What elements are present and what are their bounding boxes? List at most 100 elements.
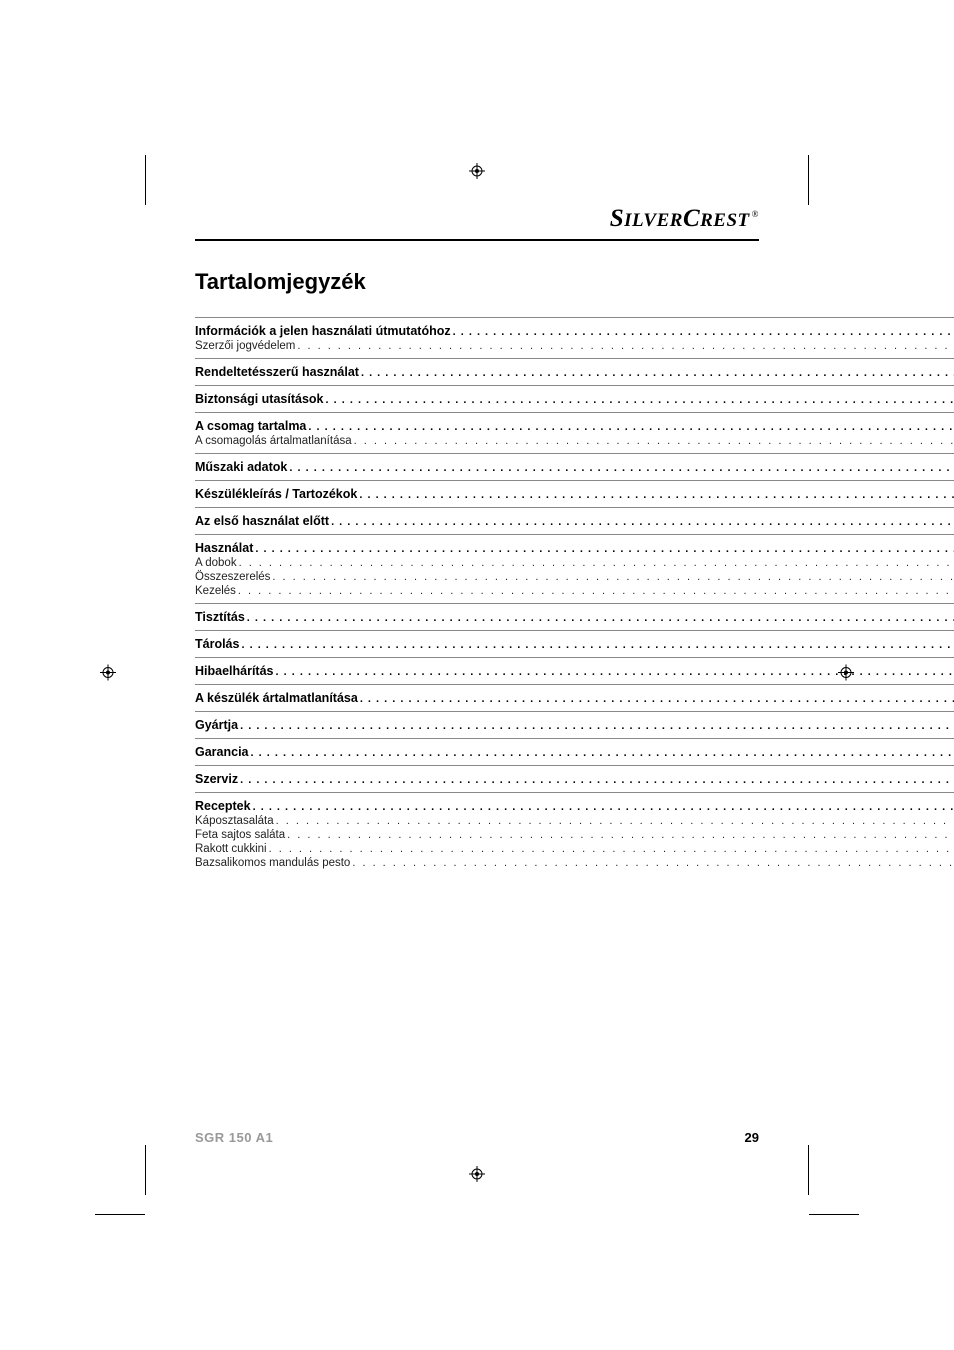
toc-leader [245,612,954,624]
toc-group: Biztonsági utasítások31 [195,385,954,406]
toc-group: Szerviz40 [195,765,954,786]
model-number: SGR 150 A1 [195,1130,273,1145]
toc-label: A csomagolás ártalmatlanítása [195,435,352,447]
toc-leader [287,462,954,474]
toc-entry-level1: Receptek40 [195,792,954,813]
toc-leader [253,543,954,555]
toc-leader [249,747,954,759]
toc-label: Műszaki adatok [195,460,287,474]
toc-group: Tisztítás37 [195,603,954,624]
page-footer: SGR 150 A1 29 [195,1130,759,1145]
toc-entry-level1: Szerviz40 [195,765,954,786]
toc-group: Gyártja39 [195,711,954,732]
toc-leader [350,857,954,869]
toc-entry-level1: Rendeltetésszerű használat30 [195,358,954,379]
toc-entry-level1: Információk a jelen használati útmutatóh… [195,317,954,338]
toc-leader [274,666,954,678]
toc-leader [306,421,954,433]
toc-entry-level1: Tárolás38 [195,630,954,651]
crop-mark [145,1145,146,1195]
crop-mark [808,1145,809,1195]
toc-label: Rakott cukkini [195,843,267,855]
crop-mark [809,1214,859,1215]
toc-label: Receptek [195,799,251,813]
toc-label: Szerzői jogvédelem [195,340,295,352]
toc-leader [285,829,954,841]
toc-entry-level1: Az első használat előtt34 [195,507,954,528]
toc-entry-level1: Gyártja39 [195,711,954,732]
toc-entry-level1: A csomag tartalma32 [195,412,954,433]
toc-leader [251,801,954,813]
toc-entry-level1: Hibaelhárítás38 [195,657,954,678]
toc-leader [237,557,954,569]
brand-text: SILVERCREST [610,205,750,232]
toc-label: Készülékleírás / Tartozékok [195,487,357,501]
table-of-contents: Tartalomjegyzék Információk a jelen hasz… [195,269,954,871]
toc-leader [358,693,954,705]
crop-mark [808,155,809,205]
toc-label: Szerviz [195,772,238,786]
toc-leader [451,326,954,338]
page-content: SILVERCREST® Tartalomjegyzék Információk… [195,205,759,1145]
toc-entry-level2: Összeszerelés36 [195,569,954,583]
toc-label: Kezelés [195,585,236,597]
toc-group: Rendeltetésszerű használat30 [195,358,954,379]
registration-mark-icon [469,1166,485,1187]
toc-label: Tisztítás [195,610,245,624]
registration-mark-icon [469,163,485,184]
toc-label: A csomag tartalma [195,419,306,433]
toc-leader [236,585,954,597]
toc-leader [238,720,954,732]
toc-leader [238,774,954,786]
toc-group: Garancia39 [195,738,954,759]
toc-group: Hibaelhárítás38 [195,657,954,678]
toc-entry-level2: A dobok34 [195,555,954,569]
toc-entry-level2: Feta sajtos saláta41 [195,827,954,841]
toc-entry-level1: Készülékleírás / Tartozékok34 [195,480,954,501]
toc-label: Tárolás [195,637,239,651]
toc-entry-level1: Garancia39 [195,738,954,759]
toc-group: Műszaki adatok33 [195,453,954,474]
toc-label: A dobok [195,557,237,569]
toc-label: Biztonsági utasítások [195,392,324,406]
toc-group: Használat34A dobok34Összeszerelés36Kezel… [195,534,954,597]
toc-leader [352,435,954,447]
toc-entry-level2: Bazsalikomos mandulás pesto42 [195,855,954,869]
toc-label: Az első használat előtt [195,514,329,528]
toc-group: Tárolás38 [195,630,954,651]
toc-leader [324,394,954,406]
toc-group: A készülék ártalmatlanítása39 [195,684,954,705]
toc-entry-level2: Káposztasaláta40 [195,813,954,827]
toc-entry-level2: Szerzői jogvédelem30 [195,338,954,352]
crop-mark [95,1214,145,1215]
registered-icon: ® [752,209,759,219]
toc-label: Használat [195,541,253,555]
toc-leader [295,340,954,352]
toc-entry-level1: Tisztítás37 [195,603,954,624]
toc-leader [329,516,954,528]
page-number: 29 [745,1130,759,1145]
toc-label: Káposztasaláta [195,815,274,827]
toc-entry-level1: A készülék ártalmatlanítása39 [195,684,954,705]
toc-group: Készülékleírás / Tartozékok34 [195,480,954,501]
toc-title: Tartalomjegyzék [195,269,954,295]
toc-leader [359,367,954,379]
toc-leader [357,489,954,501]
toc-label: Összeszerelés [195,571,270,583]
toc-group: Információk a jelen használati útmutatóh… [195,317,954,352]
toc-entry-level2: Kezelés36 [195,583,954,597]
toc-leader [274,815,954,827]
toc-label: Hibaelhárítás [195,664,274,678]
toc-entry-level1: Használat34 [195,534,954,555]
registration-mark-icon [100,665,116,686]
toc-label: Feta sajtos saláta [195,829,285,841]
crop-mark [145,155,146,205]
toc-label: Garancia [195,745,249,759]
toc-leader [239,639,954,651]
toc-group: A csomag tartalma32 A csomagolás ártalmat… [195,412,954,447]
toc-label: Bazsalikomos mandulás pesto [195,857,350,869]
toc-label: Rendeltetésszerű használat [195,365,359,379]
toc-label: Gyártja [195,718,238,732]
toc-group: Az első használat előtt34 [195,507,954,528]
toc-label: Információk a jelen használati útmutatóh… [195,324,451,338]
